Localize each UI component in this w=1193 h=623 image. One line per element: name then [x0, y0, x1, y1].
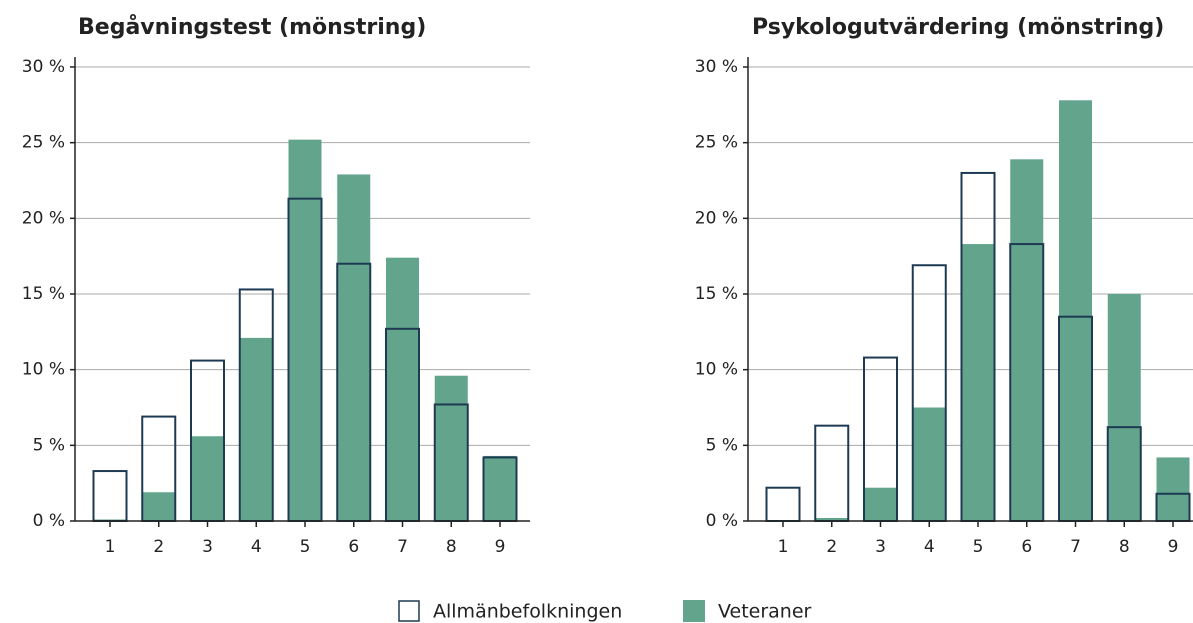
y-tick-label: 30 %	[22, 57, 65, 77]
bar	[337, 174, 371, 522]
x-tick-label: 7	[1070, 537, 1081, 557]
y-tick-label: 15 %	[695, 284, 738, 304]
bar	[912, 407, 946, 521]
x-tick-label: 9	[1168, 537, 1179, 557]
chart-title: Psykologutvärdering (mönstring)	[752, 15, 1164, 40]
legend-label: Allmänbefolkningen	[433, 601, 622, 623]
x-tick-label: 5	[300, 537, 311, 557]
y-tick-label: 10 %	[22, 360, 65, 380]
bar	[1010, 159, 1044, 521]
bar	[386, 257, 419, 521]
y-tick-label: 25 %	[22, 133, 65, 153]
y-tick-label: 10 %	[695, 360, 738, 380]
legend-swatch	[683, 600, 705, 622]
bar	[92, 470, 128, 522]
x-tick-label: 3	[202, 537, 213, 557]
bar	[765, 486, 801, 522]
x-tick-label: 2	[826, 537, 837, 557]
bar	[288, 139, 322, 521]
x-tick-label: 4	[251, 537, 262, 557]
bar	[483, 455, 517, 521]
x-tick-label: 2	[153, 537, 164, 557]
y-tick-label: 5 %	[33, 435, 65, 455]
bar	[434, 375, 468, 521]
bar	[864, 487, 897, 521]
bar	[1059, 100, 1092, 521]
y-tick-label: 25 %	[695, 133, 738, 153]
legend-label: Veteraner	[718, 601, 812, 623]
x-tick-label: 3	[875, 537, 886, 557]
y-tick-label: 0 %	[706, 511, 738, 531]
y-tick-label: 30 %	[695, 57, 738, 77]
x-tick-label: 5	[973, 537, 984, 557]
x-tick-label: 6	[348, 537, 359, 557]
bar	[814, 424, 850, 522]
x-tick-label: 9	[495, 537, 506, 557]
bar	[815, 517, 849, 521]
y-tick-label: 0 %	[33, 511, 65, 531]
legend-swatch	[398, 600, 420, 622]
x-tick-label: 4	[924, 537, 935, 557]
bar	[239, 337, 273, 521]
bar	[142, 492, 176, 521]
bar	[961, 244, 995, 521]
x-tick-label: 8	[446, 537, 457, 557]
bar	[191, 436, 224, 521]
x-tick-label: 7	[397, 537, 408, 557]
y-tick-label: 20 %	[695, 208, 738, 228]
x-tick-label: 1	[778, 537, 789, 557]
y-tick-label: 5 %	[706, 435, 738, 455]
x-tick-label: 8	[1119, 537, 1130, 557]
x-tick-label: 1	[105, 537, 116, 557]
x-tick-label: 6	[1021, 537, 1032, 557]
y-tick-label: 20 %	[22, 208, 65, 228]
y-tick-label: 15 %	[22, 284, 65, 304]
chart-title: Begåvningstest (mönstring)	[78, 14, 426, 40]
bar	[1107, 294, 1141, 521]
bar	[1156, 457, 1190, 521]
